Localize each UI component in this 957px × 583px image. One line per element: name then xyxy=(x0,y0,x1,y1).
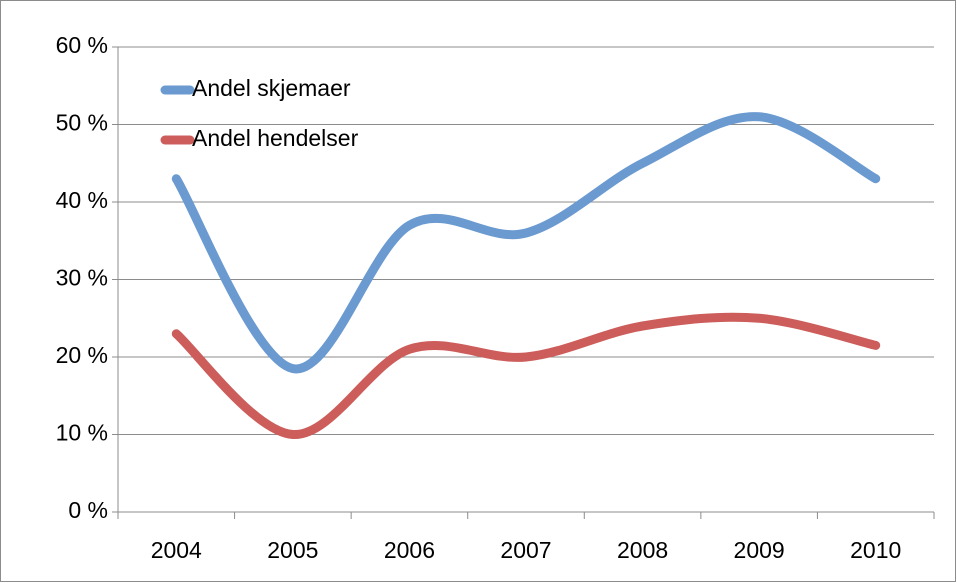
x-tick-label: 2010 xyxy=(850,537,901,563)
y-tick-label: 60 % xyxy=(56,32,108,58)
y-tick-label: 40 % xyxy=(56,187,108,213)
x-tick-label: 2006 xyxy=(384,537,435,563)
y-tick-label: 10 % xyxy=(56,420,108,446)
line xyxy=(171,112,881,374)
y-tick-label: 30 % xyxy=(56,265,108,291)
line xyxy=(171,312,881,439)
x-tick-label: 2008 xyxy=(617,537,668,563)
x-tick-label: 2007 xyxy=(500,537,551,563)
x-tick-label: 2005 xyxy=(267,537,318,563)
legend-label: Andel skjemaer xyxy=(192,75,351,101)
y-tick-label: 50 % xyxy=(56,110,108,136)
y-tick-label: 0 % xyxy=(68,497,108,523)
y-tick-label: 20 % xyxy=(56,342,108,368)
legend-label: Andel hendelser xyxy=(192,125,359,151)
x-tick-label: 2009 xyxy=(734,537,785,563)
x-tick-label: 2004 xyxy=(151,537,202,563)
